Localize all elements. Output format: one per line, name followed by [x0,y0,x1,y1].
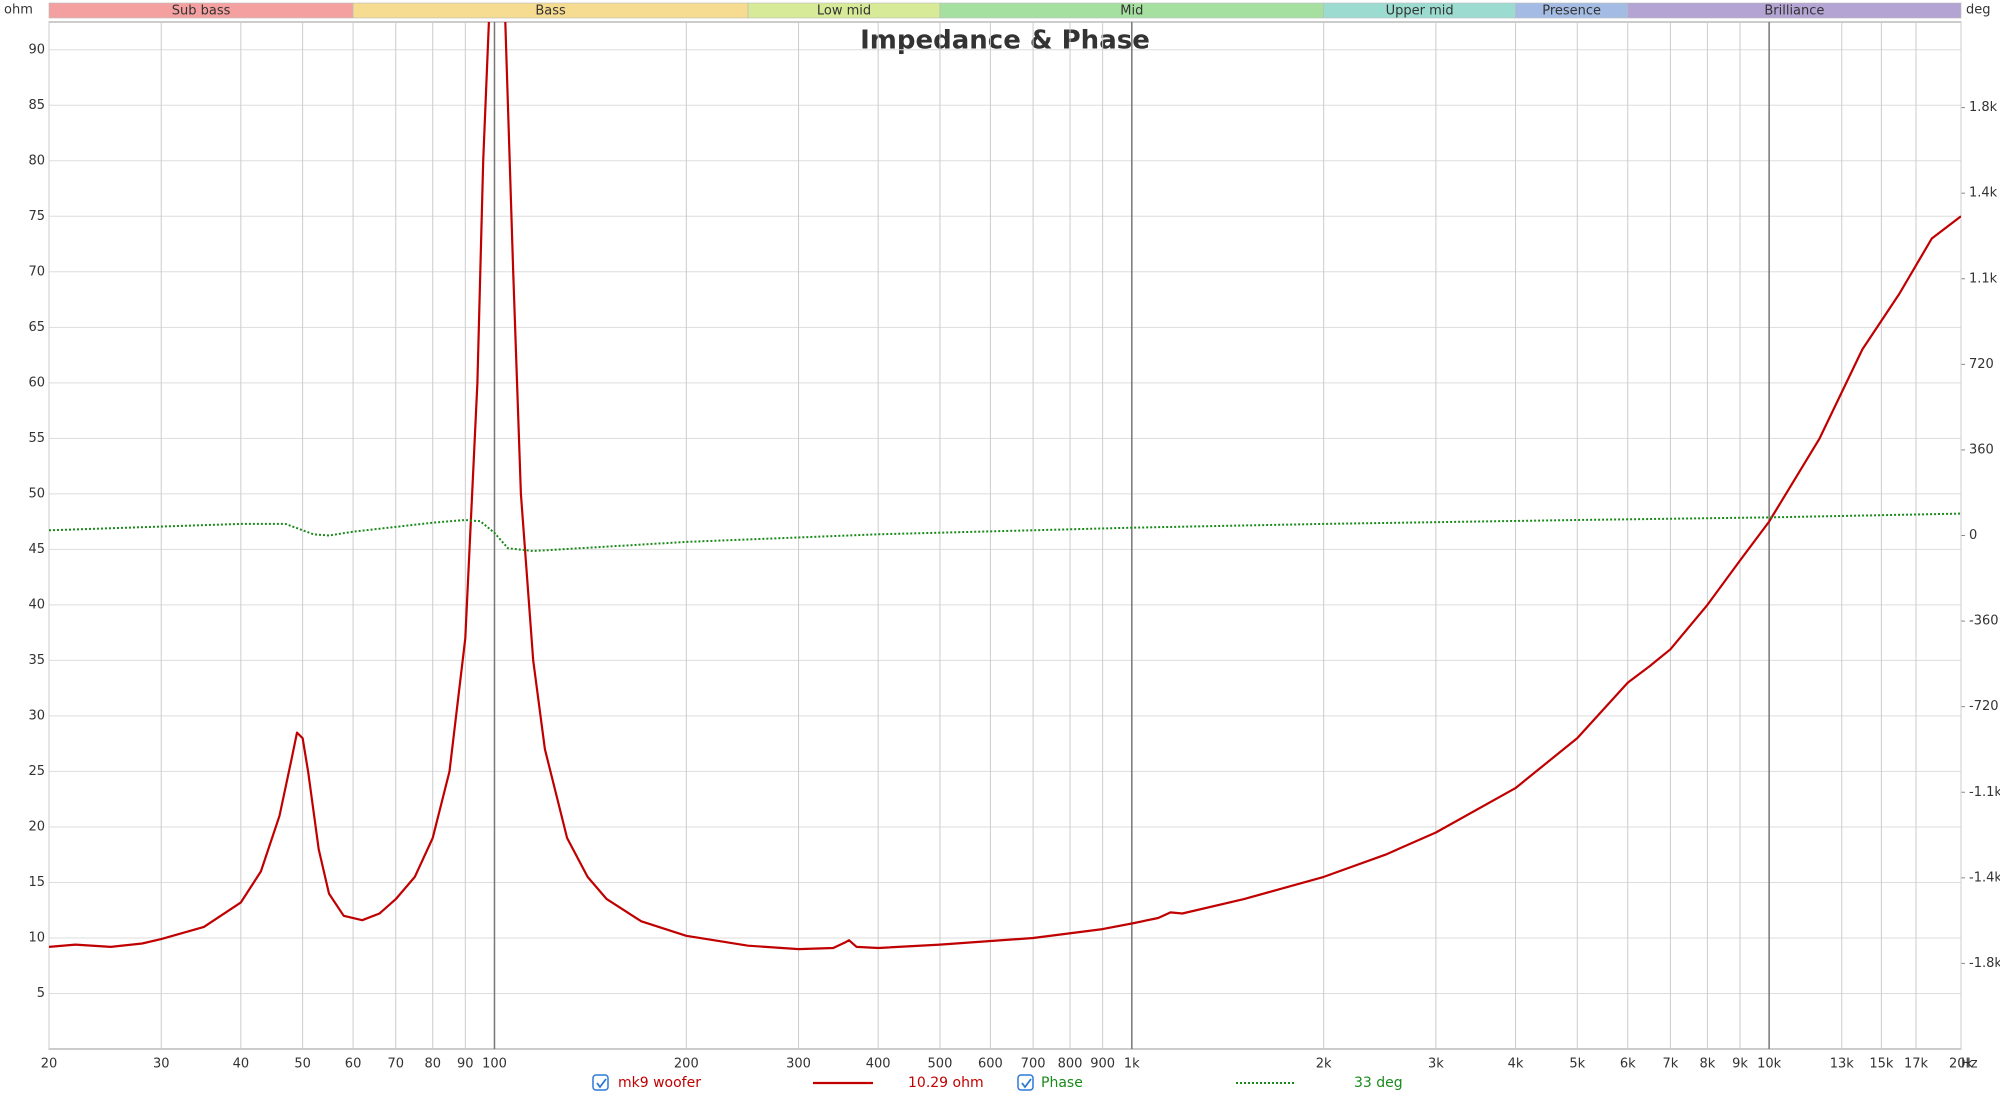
series-line [49,22,1961,951]
x-tick-label: 20k [1949,1057,1974,1072]
y-tick-label: 60 [28,375,45,390]
y2-tick-label: 1.4k [1969,186,1998,201]
legend-check [1021,1078,1032,1089]
y-tick-label: 75 [28,209,45,224]
y-tick-label: 35 [28,653,45,668]
x-tick-label: 1k [1124,1057,1140,1072]
x-tick-label: 2k [1316,1057,1332,1072]
x-tick-label: 17k [1904,1057,1929,1072]
x-tick-label: 200 [674,1057,699,1072]
y-tick-label: 40 [28,597,45,612]
y2-tick-label: 1.8k [1969,100,1998,115]
band [1627,2,1962,19]
x-tick-label: 300 [786,1057,811,1072]
x-tick-label: 6k [1620,1057,1636,1072]
series-line [49,512,1961,552]
band-label: Mid [1120,4,1143,19]
y-tick-label: 65 [28,320,45,335]
y-tick-label: 10 [28,930,45,945]
y-tick-label: 55 [28,431,45,446]
y2-tick-label: -360 [1969,614,1999,629]
x-axis-label: Hz [1961,1057,1978,1072]
x-tick-label: 30 [153,1057,170,1072]
legend-name: Phase [1041,1075,1083,1091]
x-tick-label: 800 [1058,1057,1083,1072]
y-tick-label: 5 [37,986,45,1001]
x-tick-label: 15k [1869,1057,1894,1072]
legend: mk9 woofer 10.29 ohm Phase 33 deg [592,1074,1403,1091]
x-tick-label: 50 [294,1057,311,1072]
y-tick-label: 90 [28,42,45,57]
band-label: Presence [1542,4,1601,19]
y-tick-label: 30 [28,708,45,723]
legend-readout: 33 deg [1354,1075,1403,1091]
y-tick-label: 15 [28,875,45,890]
legend-name: mk9 woofer [618,1075,701,1091]
x-tick-label: 900 [1090,1057,1115,1072]
x-tick-label: 5k [1569,1057,1585,1072]
x-tick-label: 700 [1021,1057,1046,1072]
band-label: Sub bass [172,4,231,19]
band-label: Bass [535,4,566,19]
y-tick-label: 70 [28,264,45,279]
y2-tick-label: 1.1k [1969,271,1998,286]
y2-tick-label: -1.8k [1969,956,2000,971]
x-tick-label: 3k [1428,1057,1444,1072]
x-tick-label: 13k [1830,1057,1855,1072]
x-tick-label: 400 [866,1057,891,1072]
y-tick-label: 50 [28,486,45,501]
y2-tick-label: 0 [1969,528,1977,543]
y2-tick-label: -1.4k [1969,870,2000,885]
x-tick-label: 4k [1508,1057,1524,1072]
x-tick-label: 90 [457,1057,474,1072]
x-tick-label: 80 [424,1057,441,1072]
x-tick-label: 500 [928,1057,953,1072]
y-tick-label: 25 [28,764,45,779]
legend-check [596,1078,607,1089]
x-tick-label: 60 [345,1057,362,1072]
x-tick-label: 40 [233,1057,250,1072]
x-tick-label: 600 [978,1057,1003,1072]
band-label: Low mid [817,4,871,19]
legend-checkbox [1017,1074,1034,1091]
y2-tick-label: 720 [1969,357,1994,372]
x-tick-label: 10k [1757,1057,1782,1072]
y2-axis-label: deg [1966,3,1991,18]
y2-tick-label: -720 [1969,699,1999,714]
plot-area [48,21,1962,1050]
x-tick-label: 7k [1663,1057,1679,1072]
band-label: Upper mid [1386,4,1454,19]
y-tick-label: 85 [28,98,45,113]
x-tick-label: 100 [482,1057,507,1072]
chart-title: Impedance & Phase [860,26,1150,56]
x-tick-label: 9k [1732,1057,1748,1072]
y2-tick-label: -1.1k [1969,785,2000,800]
x-tick-label: 8k [1699,1057,1715,1072]
legend-checkbox [592,1074,609,1091]
x-tick-label: 70 [387,1057,404,1072]
y-axis-label: ohm [4,3,33,18]
y2-tick-label: 360 [1969,442,1994,457]
y-tick-label: 45 [28,542,45,557]
y-tick-label: 80 [28,153,45,168]
legend-readout: 10.29 ohm [908,1075,984,1091]
x-tick-label: 20 [41,1057,58,1072]
band-label: Brilliance [1764,4,1824,19]
y-tick-label: 20 [28,819,45,834]
